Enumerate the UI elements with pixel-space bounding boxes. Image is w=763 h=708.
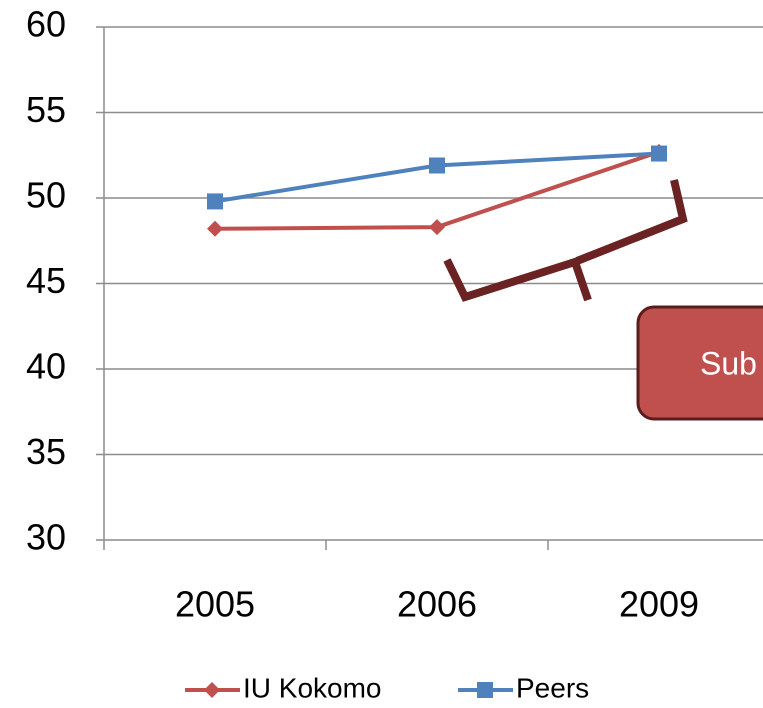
x-tick-label: 2009 — [619, 584, 699, 625]
marker — [477, 682, 493, 698]
y-tick-label: 45 — [26, 260, 66, 301]
x-tick-label: 2005 — [175, 584, 255, 625]
brace — [443, 179, 688, 302]
marker — [429, 219, 445, 236]
y-tick-label: 35 — [26, 431, 66, 472]
y-tick-label: 40 — [26, 346, 66, 387]
marker — [207, 220, 223, 237]
annotation-text: Sub — [700, 345, 757, 381]
marker — [204, 682, 220, 698]
y-tick-label: 55 — [26, 89, 66, 130]
legend-label: IU Kokomo — [243, 672, 382, 703]
annotation-box — [636, 305, 763, 421]
y-tick-label: 60 — [26, 4, 66, 45]
marker — [429, 157, 445, 174]
marker — [651, 145, 667, 162]
y-tick-label: 30 — [26, 517, 66, 558]
marker — [207, 193, 223, 210]
x-tick-label: 2006 — [397, 584, 477, 625]
legend-label: Peers — [516, 672, 589, 703]
y-tick-label: 50 — [26, 175, 66, 216]
